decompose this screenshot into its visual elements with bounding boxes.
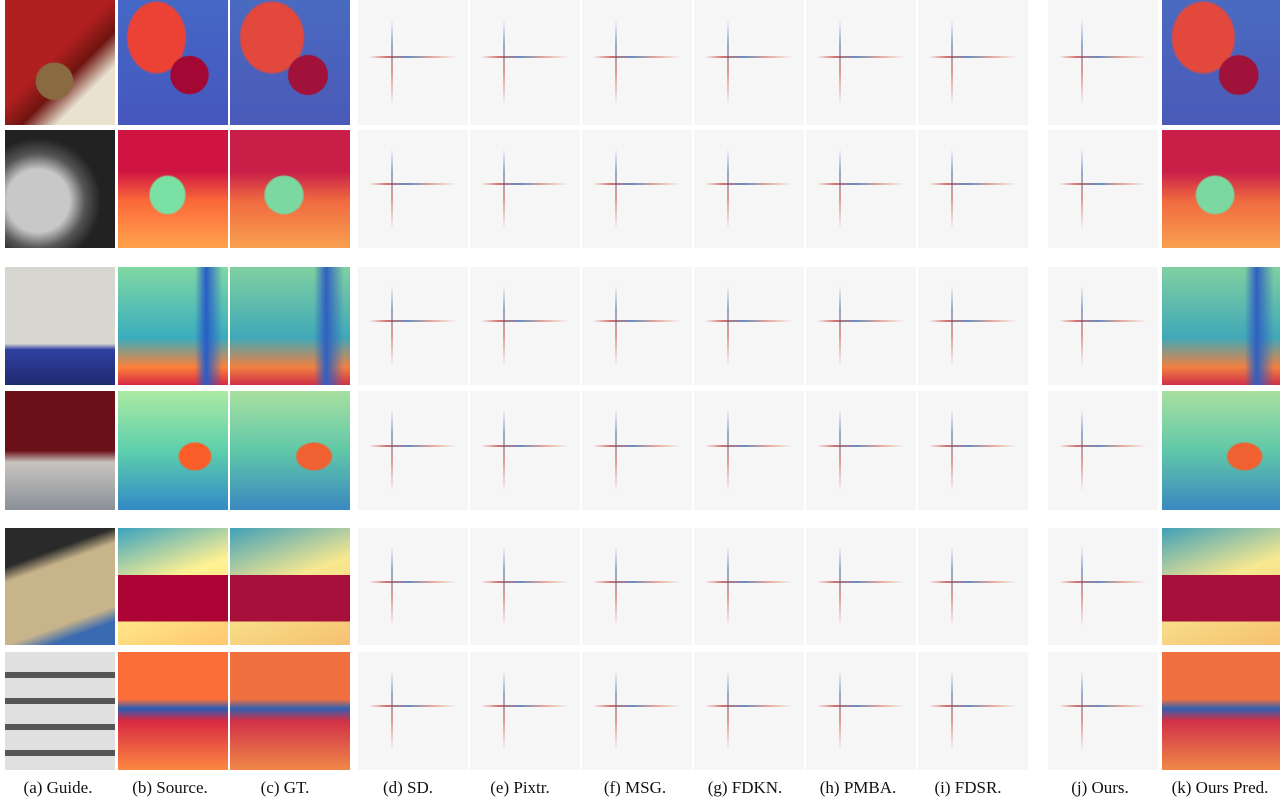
error-map — [694, 267, 804, 385]
error-map — [694, 528, 804, 645]
depth-map — [1162, 391, 1280, 510]
error-map — [582, 528, 692, 645]
error-map — [358, 130, 468, 248]
error-map — [470, 267, 580, 385]
error-map — [358, 267, 468, 385]
error-map — [694, 130, 804, 248]
error-map — [806, 528, 916, 645]
guide-image — [5, 528, 115, 645]
error-map — [806, 652, 916, 770]
error-map — [806, 267, 916, 385]
depth-map — [118, 528, 228, 645]
error-map — [582, 0, 692, 125]
guide-image — [5, 0, 115, 125]
error-map — [918, 391, 1028, 510]
depth-map — [1162, 0, 1280, 125]
error-map — [918, 528, 1028, 645]
guide-image — [5, 267, 115, 385]
caption: (d) SD. — [383, 778, 433, 798]
caption: (f) MSG. — [604, 778, 666, 798]
caption: (h) PMBA. — [820, 778, 897, 798]
depth-map — [230, 652, 350, 770]
depth-map — [230, 267, 350, 385]
error-map — [694, 391, 804, 510]
depth-map — [118, 130, 228, 248]
caption: (i) FDSR. — [934, 778, 1001, 798]
depth-map — [230, 0, 350, 125]
error-map — [1048, 267, 1158, 385]
error-map — [918, 0, 1028, 125]
caption: (a) Guide. — [24, 778, 93, 798]
error-map — [694, 0, 804, 125]
depth-map — [118, 391, 228, 510]
error-map — [1048, 652, 1158, 770]
caption: (k) Ours Pred. — [1172, 778, 1269, 798]
depth-map — [230, 391, 350, 510]
error-map — [806, 391, 916, 510]
caption: (j) Ours. — [1071, 778, 1129, 798]
depth-map — [1162, 652, 1280, 770]
error-map — [582, 391, 692, 510]
error-map — [358, 652, 468, 770]
depth-map — [1162, 528, 1280, 645]
error-map — [694, 652, 804, 770]
error-map — [582, 267, 692, 385]
error-map — [358, 528, 468, 645]
error-map — [358, 391, 468, 510]
error-map — [1048, 528, 1158, 645]
error-map — [1048, 130, 1158, 248]
depth-map — [118, 0, 228, 125]
error-map — [1048, 391, 1158, 510]
error-map — [918, 652, 1028, 770]
caption: (g) FDKN. — [708, 778, 783, 798]
depth-map — [230, 528, 350, 645]
error-map — [806, 130, 916, 248]
depth-map — [118, 267, 228, 385]
error-map — [582, 652, 692, 770]
error-map — [470, 528, 580, 645]
error-map — [918, 130, 1028, 248]
caption: (e) Pixtr. — [490, 778, 550, 798]
figure: (a) Guide. (b) Source. (c) GT. (d) SD. (e) P… — [0, 0, 1283, 808]
error-map — [918, 267, 1028, 385]
depth-map — [230, 130, 350, 248]
error-map — [470, 391, 580, 510]
error-map — [806, 0, 916, 125]
error-map — [470, 130, 580, 248]
guide-image — [5, 391, 115, 510]
depth-map — [1162, 267, 1280, 385]
error-map — [582, 130, 692, 248]
depth-map — [118, 652, 228, 770]
error-map — [358, 0, 468, 125]
depth-map — [1162, 130, 1280, 248]
error-map — [1048, 0, 1158, 125]
error-map — [470, 0, 580, 125]
error-map — [470, 652, 580, 770]
guide-image — [5, 652, 115, 770]
caption: (c) GT. — [261, 778, 310, 798]
caption: (b) Source. — [132, 778, 208, 798]
guide-image — [5, 130, 115, 248]
